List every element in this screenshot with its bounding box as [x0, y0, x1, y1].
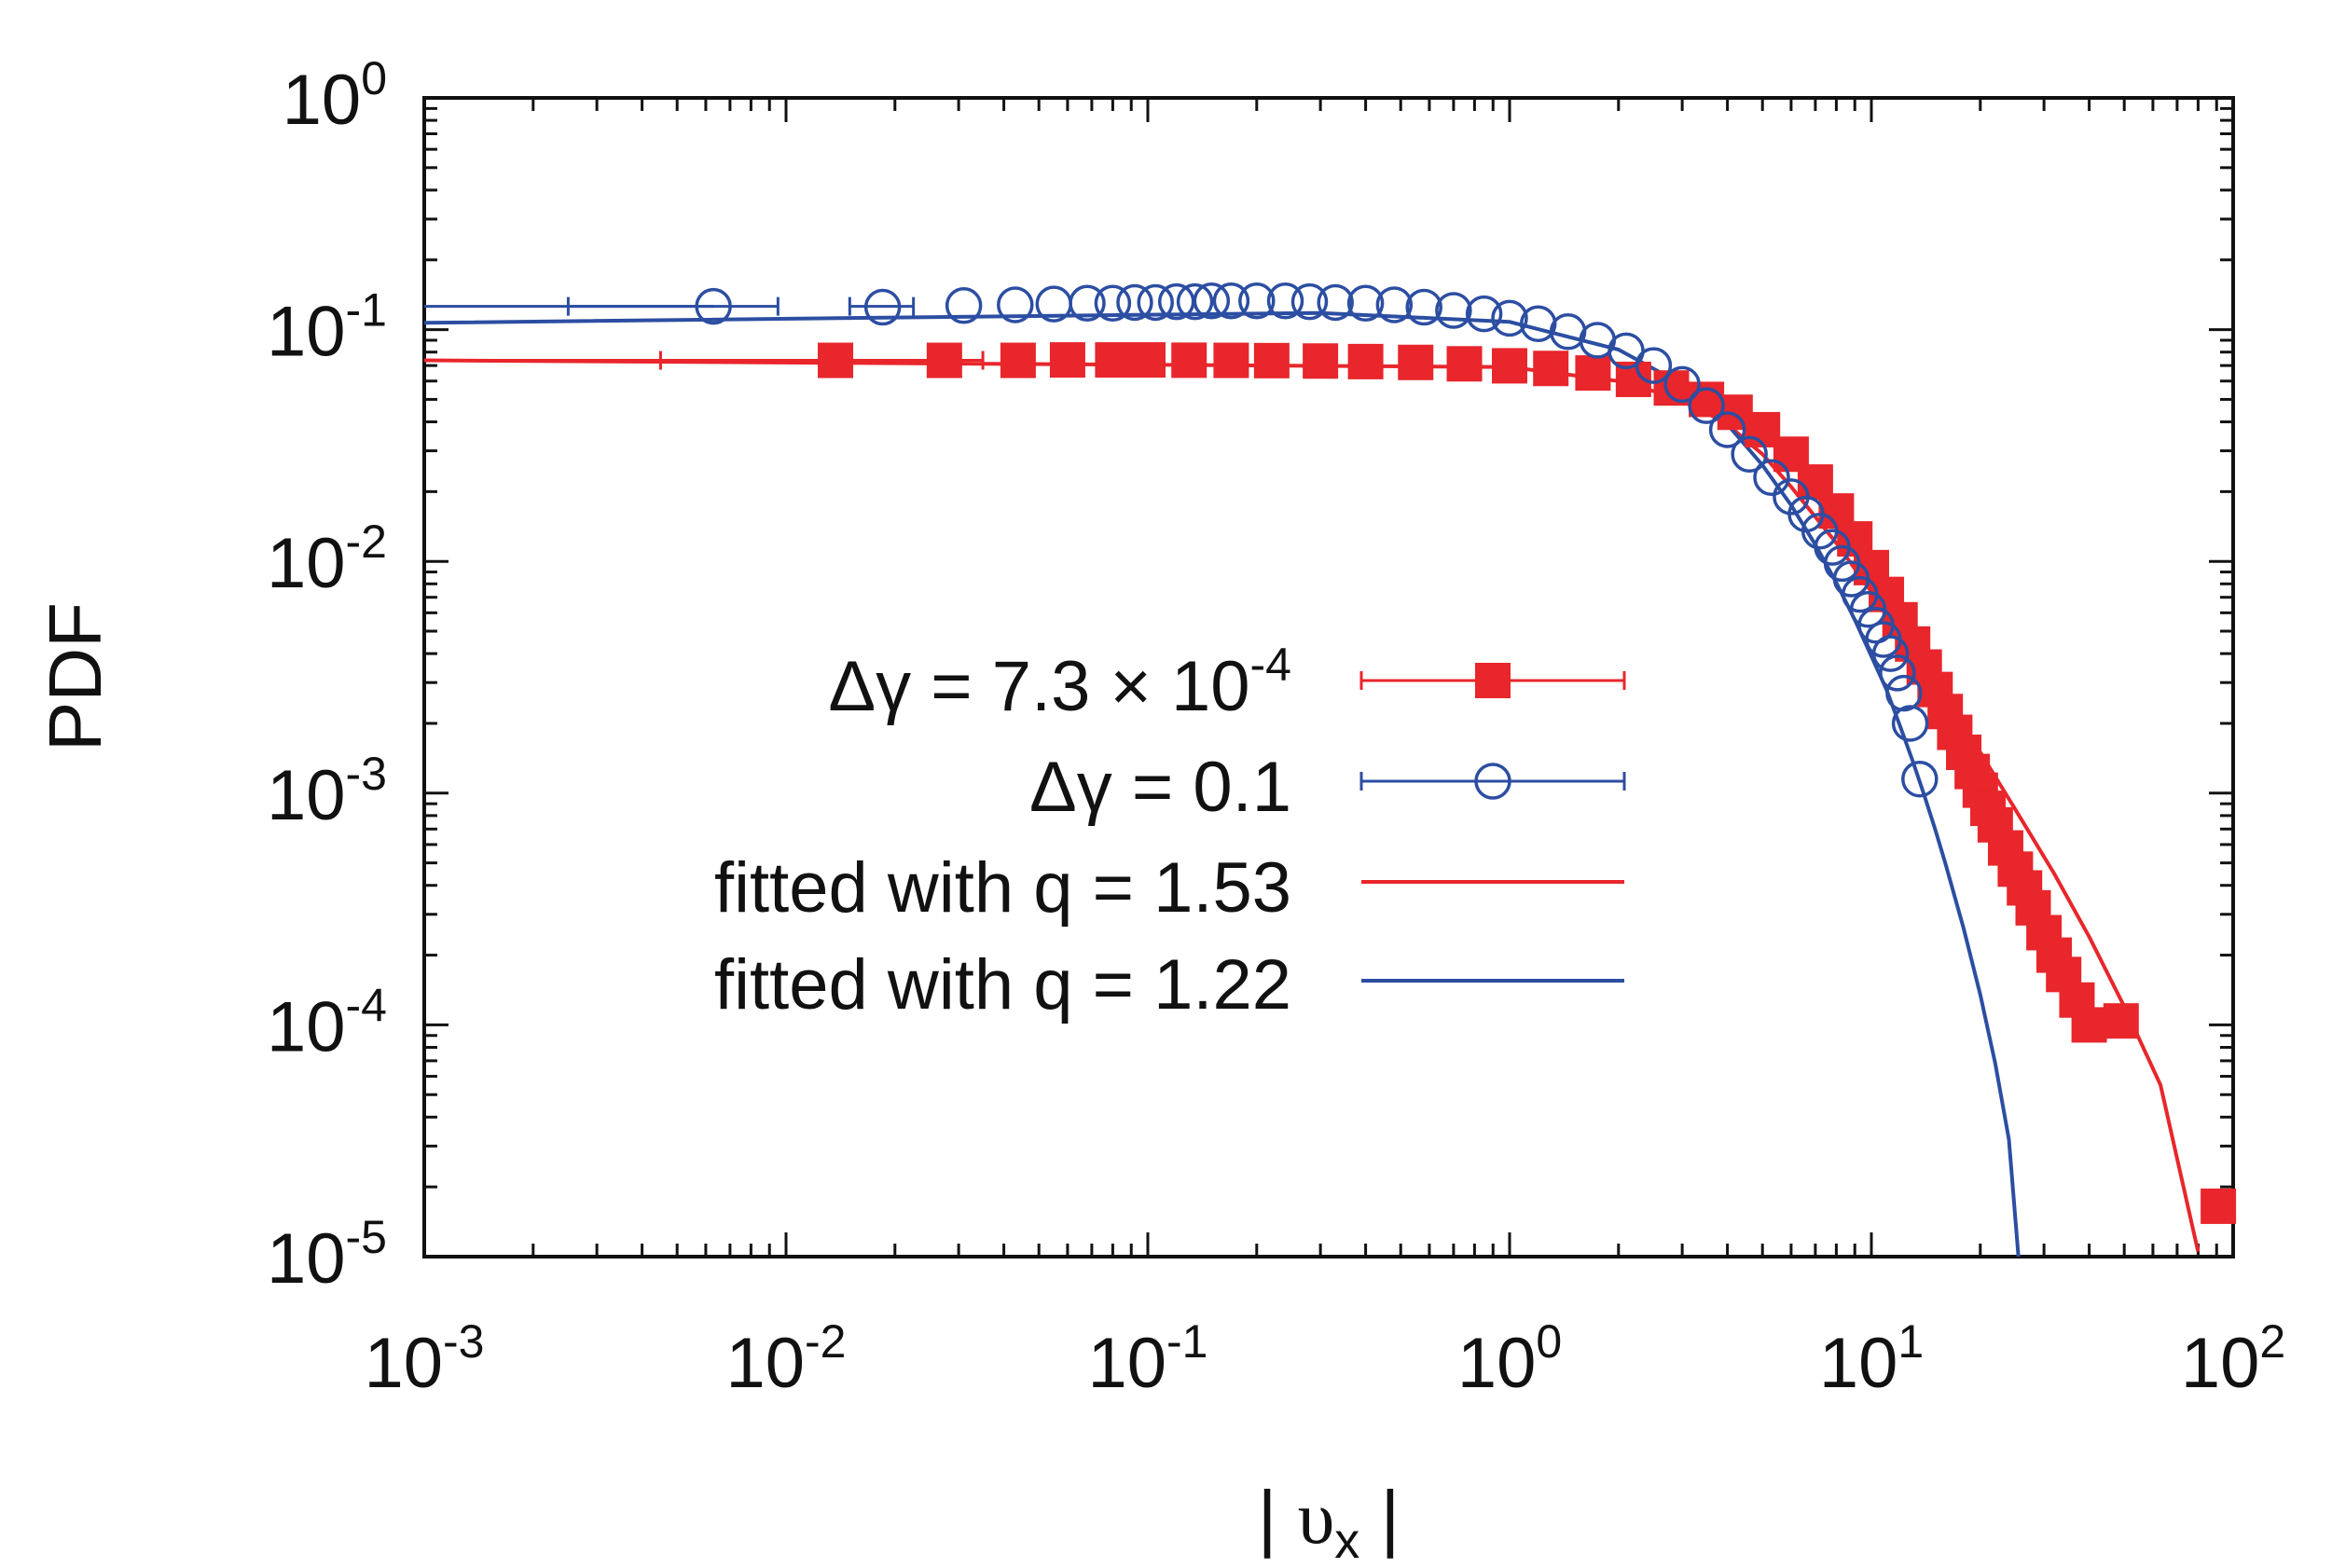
- series-1-point: [1000, 342, 1036, 378]
- legend-label-series-4: fitted with q = 1.22: [714, 945, 1291, 1025]
- y-tick-label: 10-5: [267, 1211, 387, 1299]
- x-axis-title-subscript: x: [1334, 1513, 1359, 1568]
- legend-label-series-2: Δγ = 0.1: [1029, 748, 1291, 827]
- series-2-point: [1094, 284, 1132, 323]
- x-tick-label: 10-1: [1087, 1315, 1207, 1403]
- series-2-point: [1901, 760, 1939, 798]
- series-2-point: [1405, 288, 1442, 326]
- axis-ticks: [422, 96, 2235, 1259]
- y-tick-label: 10-4: [267, 979, 387, 1066]
- series-2-point: [863, 288, 902, 326]
- series-2-point: [1871, 635, 1910, 672]
- x-tick-label: 102: [2181, 1315, 2285, 1403]
- x-tick-label: 10-2: [725, 1315, 846, 1403]
- x-axis-title: | υx |: [1258, 1476, 1401, 1568]
- series-2-point: [1635, 347, 1673, 384]
- series-1-point: [1347, 343, 1384, 379]
- series-1-point: [1253, 342, 1290, 378]
- series-2-point: [1317, 283, 1354, 322]
- series-2-point: [1688, 387, 1725, 424]
- y-tick-label: 10-2: [267, 516, 387, 603]
- marker-layer: [566, 282, 2237, 1224]
- series-2-point: [1708, 411, 1746, 448]
- series-1-point: [1303, 343, 1339, 379]
- legend-sample-2-marker: [1474, 763, 1511, 800]
- series-1-point: [1171, 342, 1207, 378]
- series-1-point: [1575, 355, 1611, 392]
- legend-label-series-1: Δγ = 7.3 × 10-4: [828, 639, 1291, 726]
- series-1-point: [2071, 1007, 2107, 1043]
- series-1-point: [926, 342, 962, 378]
- series-1-point: [1213, 342, 1249, 378]
- series-1-point: [2103, 1003, 2139, 1039]
- series-2-point: [1879, 654, 1916, 692]
- legend-samples: [1359, 663, 1626, 983]
- y-tick-labels: 100 10-1 10-2 10-3 10-4 10-5: [267, 52, 387, 1299]
- series-2-point: [1435, 292, 1472, 329]
- legend-sample-1-marker: [1475, 663, 1511, 698]
- y-tick-label: 10-3: [267, 748, 387, 835]
- series-2-point: [1069, 284, 1106, 323]
- x-tick-label: 10-3: [364, 1315, 484, 1403]
- series-1-point: [1446, 346, 1483, 382]
- x-tick-labels: 10-3 10-2 10-1 100 101 102: [364, 1315, 2285, 1403]
- series-2-point: [997, 286, 1034, 323]
- series-2-point: [945, 287, 983, 324]
- x-axis-title-bar-left: |: [1258, 1476, 1298, 1559]
- y-tick-label: 10-1: [267, 284, 387, 372]
- fit-line-3: [424, 358, 2201, 1253]
- plot-frame: [422, 96, 2235, 1259]
- series-2-point: [1491, 299, 1528, 337]
- series-1-point: [2201, 1188, 2237, 1224]
- series-2-point: [1731, 435, 1768, 473]
- series-2-point: [1663, 365, 1701, 404]
- series-1-point: [1130, 342, 1166, 378]
- y-axis-title: PDF: [34, 602, 117, 751]
- series-2-point: [1346, 284, 1385, 323]
- series-2-point: [1116, 283, 1153, 322]
- series-2-point: [1885, 674, 1923, 712]
- series-1-point: [818, 342, 854, 378]
- series-2-point: [1290, 282, 1329, 321]
- series-2-point: [1891, 705, 1929, 742]
- series-1-point: [1533, 351, 1569, 387]
- series-2-point: [1519, 305, 1557, 343]
- series-1-point: [1095, 342, 1131, 378]
- series-layer: [424, 305, 2201, 1257]
- series-1-point: [1049, 342, 1085, 378]
- x-tick-label: 101: [1819, 1315, 1924, 1403]
- series-1-point: [1398, 344, 1434, 380]
- series-2-point: [1375, 286, 1414, 323]
- x-axis-title-symbol: υ: [1298, 1478, 1335, 1560]
- series-2-point: [1465, 295, 1503, 333]
- legend: Δγ = 7.3 × 10-4 Δγ = 0.1 fitted with q =…: [714, 639, 1626, 1025]
- legend-label-series-3: fitted with q = 1.53: [714, 848, 1291, 928]
- x-axis-title-bar-right: |: [1359, 1476, 1400, 1559]
- series-2-point: [1176, 282, 1214, 321]
- x-tick-label: 100: [1457, 1315, 1562, 1403]
- series-2-point: [695, 287, 732, 325]
- series-2-point: [1753, 459, 1790, 497]
- series-2-point: [1212, 282, 1250, 320]
- series-2-point: [1193, 282, 1231, 320]
- y-tick-label: 100: [283, 52, 387, 140]
- series-1-point: [1492, 348, 1527, 384]
- series-2-point: [1137, 283, 1174, 322]
- series-2-point: [1266, 282, 1304, 320]
- series-2-point: [1238, 282, 1276, 320]
